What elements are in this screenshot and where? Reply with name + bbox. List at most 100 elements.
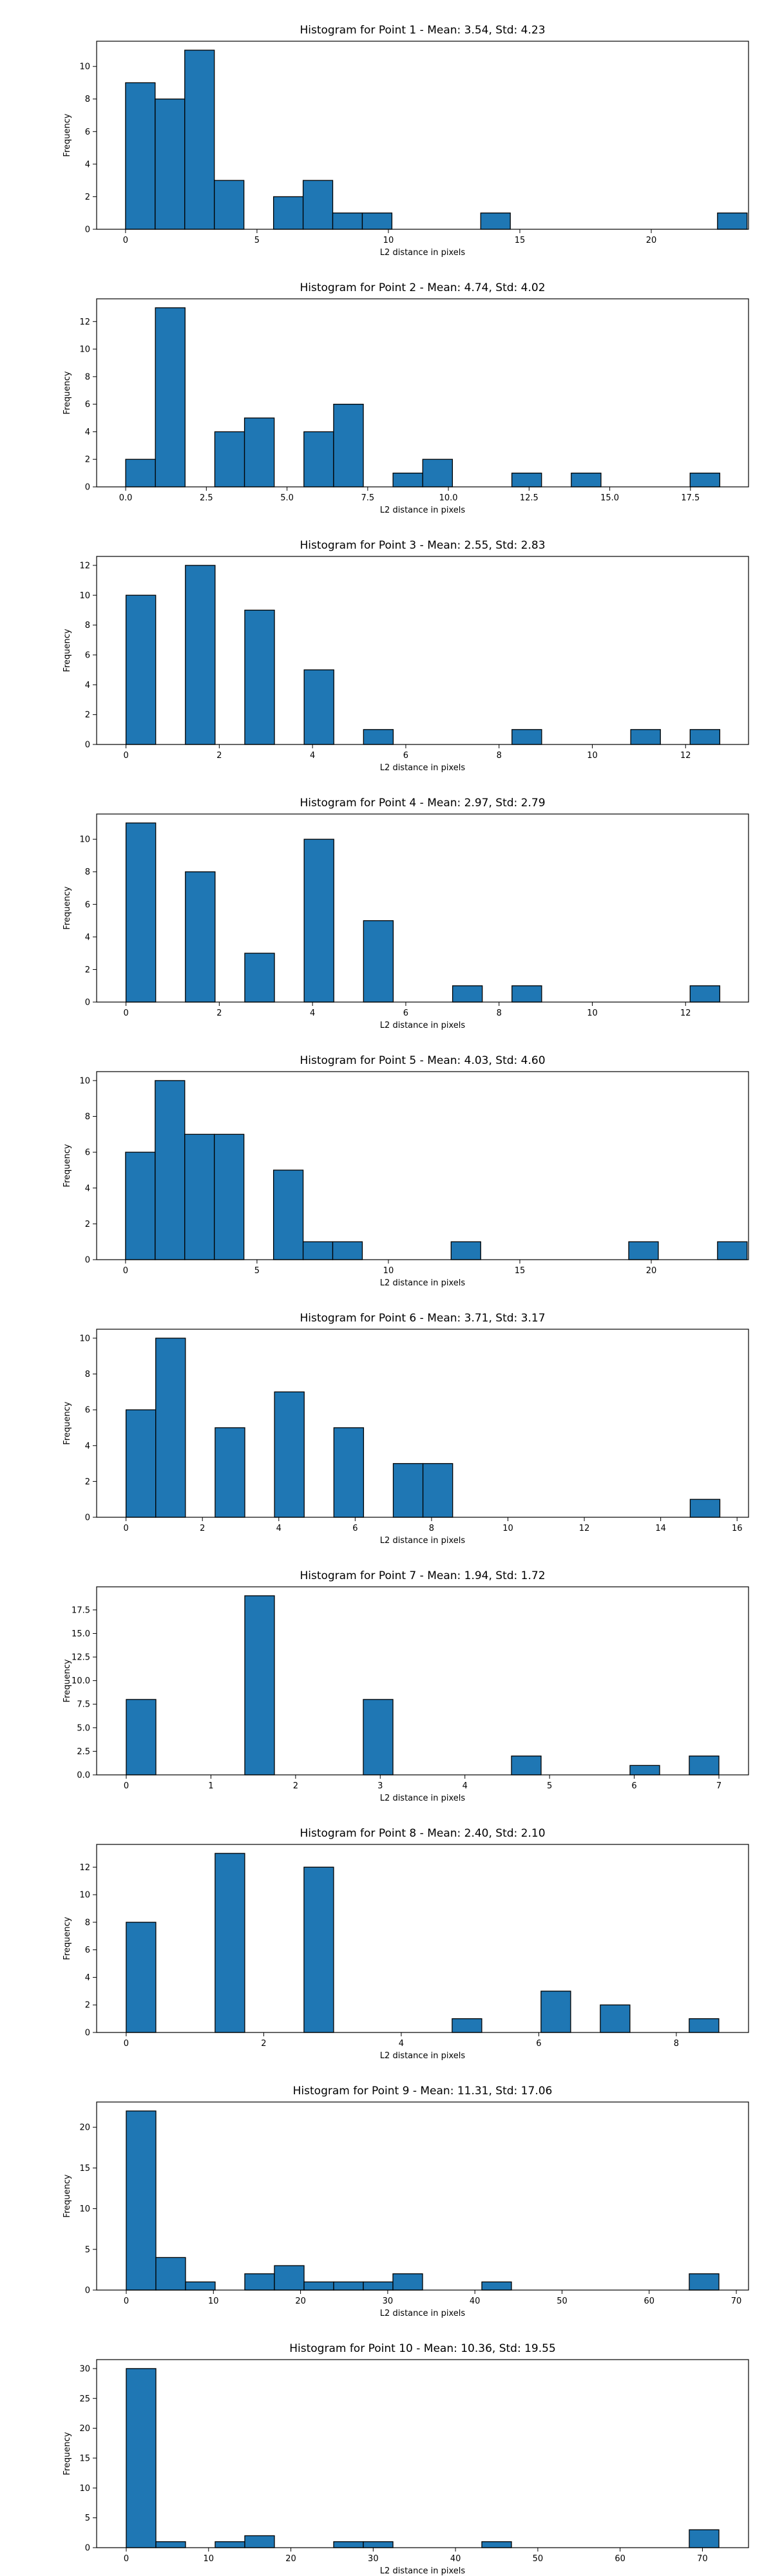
histogram-bar xyxy=(274,1391,305,1518)
x-tick-label: 40 xyxy=(450,2554,461,2564)
histogram-bar xyxy=(511,1756,542,1776)
y-tick-label: 6 xyxy=(85,128,90,137)
y-tick-label: 0 xyxy=(85,1256,90,1265)
histogram-bar xyxy=(332,1241,363,1260)
y-tick-label: 4 xyxy=(85,1184,90,1193)
y-tick-label: 10 xyxy=(79,1334,90,1343)
y-tick-label: 10 xyxy=(79,835,90,845)
x-tick-label: 6 xyxy=(352,1524,358,1533)
x-tick-label: 4 xyxy=(463,1781,468,1791)
y-tick-label: 0 xyxy=(85,2544,90,2553)
histogram-bar xyxy=(125,82,156,230)
histogram-bar xyxy=(214,431,245,488)
y-tick-label: 8 xyxy=(85,621,90,630)
x-tick-label: 20 xyxy=(295,2297,306,2306)
histogram-panel-1: Histogram for Point 1 - Mean: 3.54, Std:… xyxy=(62,24,749,258)
x-tick-label: 17.5 xyxy=(681,493,700,503)
x-tick-label: 4 xyxy=(399,2039,404,2049)
x-tick-label: 10 xyxy=(587,751,598,761)
chart-title: Histogram for Point 7 - Mean: 1.94, Std:… xyxy=(300,1569,545,1582)
histogram-bar xyxy=(155,2541,186,2548)
x-tick-label: 2.5 xyxy=(200,493,213,503)
histogram-bar xyxy=(126,1922,157,2033)
x-tick-label: 0 xyxy=(124,2554,129,2564)
histogram-panel-9: Histogram for Point 9 - Mean: 11.31, Std… xyxy=(62,2085,749,2318)
y-tick-label: 6 xyxy=(85,900,90,910)
x-tick-label: 1 xyxy=(208,1781,213,1791)
histogram-bar xyxy=(363,729,394,745)
x-tick-label: 8 xyxy=(674,2039,679,2049)
y-tick-label: 0 xyxy=(85,483,90,493)
y-tick-label: 10 xyxy=(79,1076,90,1086)
y-tick-label: 6 xyxy=(85,400,90,410)
histogram-bar xyxy=(689,2273,720,2291)
y-tick-label: 5 xyxy=(85,2245,90,2255)
chart-title: Histogram for Point 4 - Mean: 2.97, Std:… xyxy=(300,797,545,810)
y-tick-label: 10.0 xyxy=(72,1676,90,1686)
y-tick-label: 4 xyxy=(85,1441,90,1451)
histogram-bar xyxy=(185,2281,216,2291)
histogram-bar xyxy=(244,1595,275,1776)
histogram-bar xyxy=(392,472,423,488)
x-tick-label: 0 xyxy=(123,1266,128,1276)
histogram-bar xyxy=(481,2281,512,2291)
x-tick-label: 2 xyxy=(200,1524,205,1533)
histogram-bar xyxy=(392,2273,423,2291)
histogram-bar xyxy=(244,609,275,745)
x-axis-label: L2 distance in pixels xyxy=(380,763,466,773)
histogram-panel-2: Histogram for Point 2 - Mean: 4.74, Std:… xyxy=(62,281,749,515)
x-tick-label: 5 xyxy=(547,1781,552,1791)
histogram-bar xyxy=(689,472,721,488)
x-tick-label: 10 xyxy=(204,2554,215,2564)
histogram-panel-8: Histogram for Point 8 - Mean: 2.40, Std:… xyxy=(62,1827,749,2061)
x-tick-label: 70 xyxy=(731,2297,742,2306)
plot-frame xyxy=(96,556,749,745)
y-tick-label: 8 xyxy=(85,1112,90,1122)
x-axis-label: L2 distance in pixels xyxy=(380,1536,466,1546)
histogram-bar xyxy=(215,2541,245,2548)
x-tick-label: 6 xyxy=(631,1781,636,1791)
x-tick-label: 50 xyxy=(533,2554,544,2564)
histogram-bar xyxy=(155,99,186,230)
y-tick-label: 5.0 xyxy=(77,1723,90,1733)
histogram-bar xyxy=(155,307,186,488)
y-tick-label: 2 xyxy=(85,710,90,720)
x-tick-label: 12 xyxy=(680,751,691,761)
y-tick-label: 2 xyxy=(85,1477,90,1487)
chart-title: Histogram for Point 5 - Mean: 4.03, Std:… xyxy=(300,1054,545,1067)
histogram-bar xyxy=(185,565,216,745)
x-tick-label: 7 xyxy=(716,1781,721,1791)
histogram-panel-10: Histogram for Point 10 - Mean: 10.36, St… xyxy=(62,2342,749,2576)
histogram-panel-5: Histogram for Point 5 - Mean: 4.03, Std:… xyxy=(62,1054,749,1288)
histogram-bar xyxy=(333,403,364,488)
y-axis-label: Frequency xyxy=(62,1659,72,1702)
histogram-bar xyxy=(540,1991,571,2033)
x-tick-label: 0 xyxy=(124,1781,129,1791)
x-axis-label: L2 distance in pixels xyxy=(380,1021,466,1030)
y-tick-label: 15 xyxy=(79,2164,90,2174)
histogram-bar xyxy=(363,2281,394,2291)
histogram-bar xyxy=(214,180,245,230)
y-tick-label: 0 xyxy=(85,225,90,235)
histogram-bar xyxy=(333,2281,364,2291)
y-tick-label: 2 xyxy=(85,455,90,465)
y-tick-label: 10 xyxy=(79,591,90,601)
histogram-bar xyxy=(452,985,483,1003)
x-axis-label: L2 distance in pixels xyxy=(380,1794,466,1803)
plot-frame xyxy=(96,1844,749,2033)
histogram-bar xyxy=(363,1699,394,1776)
histogram-bar xyxy=(214,1133,245,1260)
y-tick-label: 17.5 xyxy=(72,1605,90,1615)
x-tick-label: 4 xyxy=(276,1524,282,1533)
histogram-bar xyxy=(392,1463,424,1518)
x-tick-label: 15.0 xyxy=(600,493,619,503)
x-tick-label: 5 xyxy=(254,1266,260,1276)
x-tick-label: 5.0 xyxy=(280,493,294,503)
x-tick-label: 8 xyxy=(497,1009,502,1018)
y-tick-label: 0.0 xyxy=(77,1771,90,1781)
histogram-bar xyxy=(303,431,334,488)
histogram-bar xyxy=(717,1241,748,1260)
x-tick-label: 20 xyxy=(646,236,657,245)
y-tick-label: 8 xyxy=(85,867,90,877)
chart-title: Histogram for Point 10 - Mean: 10.36, St… xyxy=(289,2342,556,2355)
